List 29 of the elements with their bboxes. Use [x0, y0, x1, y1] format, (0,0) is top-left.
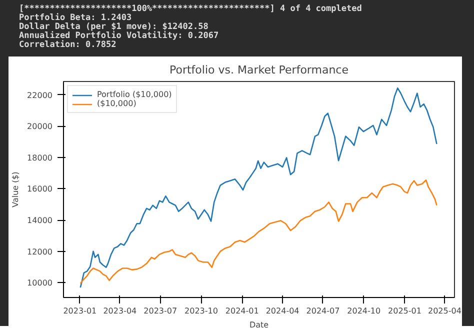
y-tick-label: 20000	[27, 122, 53, 132]
x-tick-label: 2023-04	[103, 306, 137, 316]
text: [*********************100%***********************] 4 of 4 completed	[19, 4, 362, 14]
text: Portfolio Beta: 1.2403	[19, 13, 132, 23]
text: Correlation: 0.7852	[19, 40, 116, 50]
text: Dollar Delta (per $1 move): $12402.58	[19, 22, 208, 32]
y-tick-label: 22000	[27, 90, 53, 100]
text: Annualized Portfolio Volatility: 0.2067	[19, 31, 219, 41]
legend-label: Portfolio ($10,000)	[97, 90, 172, 99]
x-tick-label: 2023-10	[184, 306, 218, 316]
y-tick-label: 18000	[27, 153, 53, 162]
x-tick-label: 2024-07	[306, 306, 340, 316]
x-tick-label: 2025-04	[428, 306, 462, 316]
x-axis-title: Date	[249, 320, 269, 330]
x-tick-label: 2024-10	[347, 306, 381, 316]
x-tick-label: 2023-07	[144, 306, 178, 316]
x-tick-label: 2024-01	[225, 306, 259, 316]
y-tick-label: 16000	[27, 184, 53, 194]
x-tick-label: 2025-01	[388, 306, 422, 316]
y-tick-label: 10000	[27, 278, 53, 288]
y-tick-label: 12000	[27, 247, 53, 256]
legend-label: ($10,000)	[97, 99, 136, 108]
x-tick-label: 2023-01	[63, 306, 97, 316]
y-tick-label: 14000	[27, 216, 53, 226]
line-series	[80, 179, 438, 284]
chart-title: Portfolio vs. Market Performance	[170, 64, 349, 76]
line-series	[80, 87, 438, 288]
x-tick-label: 2024-04	[266, 306, 300, 316]
y-axis-title: Value ($)	[11, 172, 20, 208]
